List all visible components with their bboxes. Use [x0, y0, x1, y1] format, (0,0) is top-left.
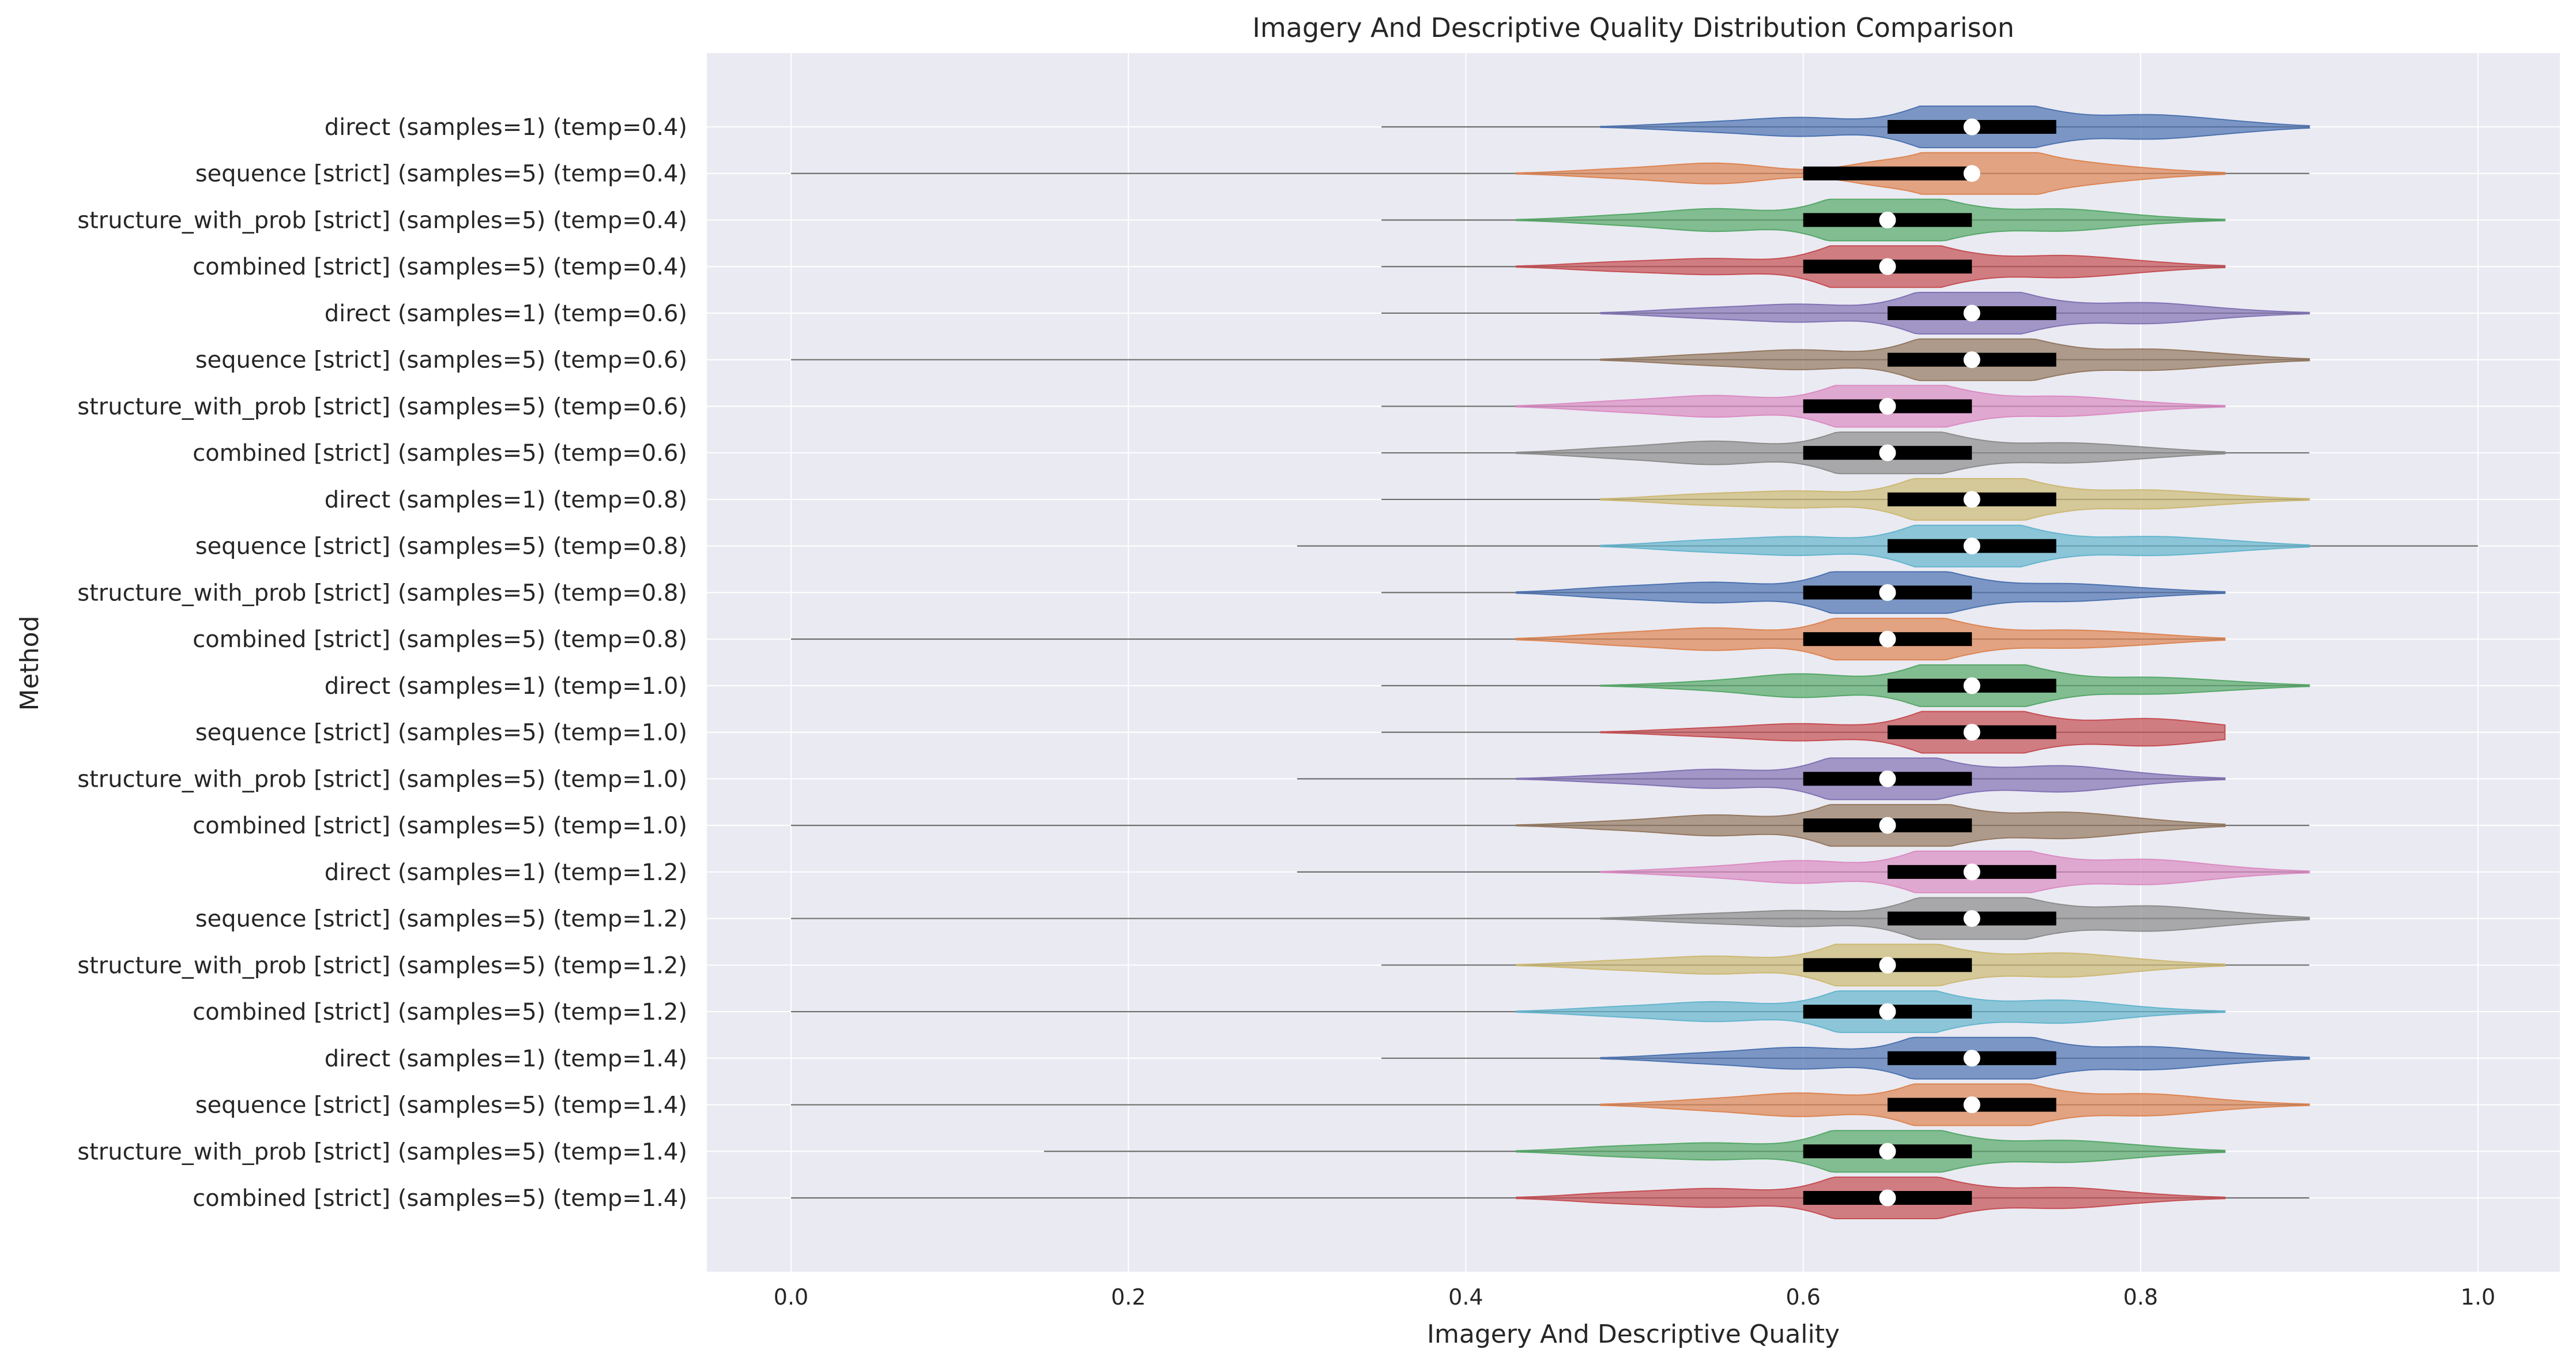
median-marker	[1963, 118, 1980, 136]
y-tick-label: combined [strict] (samples=5) (temp=1.2)	[193, 999, 687, 1025]
y-tick-label: sequence [strict] (samples=5) (temp=0.8)	[195, 533, 687, 560]
y-tick-label: combined [strict] (samples=5) (temp=0.8)	[193, 626, 687, 653]
x-tick-label: 0.4	[1448, 1284, 1483, 1310]
median-marker	[1963, 863, 1980, 881]
median-marker	[1963, 724, 1980, 741]
median-marker	[1879, 1003, 1896, 1020]
median-marker	[1963, 538, 1980, 555]
x-axis-label: Imagery And Descriptive Quality	[1427, 1320, 1840, 1349]
median-marker	[1963, 491, 1980, 508]
y-tick-labels: direct (samples=1) (temp=0.4) sequence [s…	[77, 114, 687, 1212]
y-tick-label: combined [strict] (samples=5) (temp=1.0)	[193, 813, 687, 839]
x-tick-label: 0.2	[1111, 1284, 1146, 1310]
x-tick-label: 1.0	[2461, 1284, 2495, 1310]
median-marker	[1963, 1096, 1980, 1114]
y-tick-label: structure_with_prob [strict] (samples=5)…	[77, 207, 687, 234]
median-marker	[1879, 630, 1896, 648]
x-tick-label: 0.6	[1786, 1284, 1820, 1310]
median-marker	[1879, 444, 1896, 461]
iqr-box	[1803, 166, 1972, 181]
plot-background	[707, 53, 2560, 1272]
y-tick-label: direct (samples=1) (temp=0.4)	[325, 114, 687, 141]
y-tick-label: combined [strict] (samples=5) (temp=1.4)	[193, 1185, 687, 1212]
median-marker	[1879, 770, 1896, 787]
median-marker	[1879, 397, 1896, 415]
median-marker	[1963, 305, 1980, 322]
violins	[791, 106, 2478, 1219]
x-tick-label: 0.0	[774, 1284, 808, 1310]
median-marker	[1879, 258, 1896, 275]
median-marker	[1879, 817, 1896, 834]
median-marker	[1879, 211, 1896, 228]
median-marker	[1879, 584, 1896, 601]
y-tick-label: direct (samples=1) (temp=0.8)	[325, 487, 687, 513]
y-tick-label: direct (samples=1) (temp=0.6)	[325, 300, 687, 327]
median-marker	[1963, 165, 1980, 182]
median-marker	[1879, 1143, 1896, 1160]
median-marker	[1879, 956, 1896, 974]
median-marker	[1963, 677, 1980, 694]
median-marker	[1879, 1189, 1896, 1207]
y-tick-label: structure_with_prob [strict] (samples=5)…	[77, 1138, 687, 1165]
y-tick-label: sequence [strict] (samples=5) (temp=0.4)	[195, 161, 687, 187]
median-marker	[1963, 910, 1980, 927]
x-tick-labels: 0.0 0.2 0.4 0.6 0.8 1.0	[774, 1284, 2495, 1310]
median-marker	[1963, 1050, 1980, 1067]
y-tick-label: combined [strict] (samples=5) (temp=0.6)	[193, 440, 687, 467]
y-tick-label: combined [strict] (samples=5) (temp=0.4)	[193, 254, 687, 280]
y-tick-label: structure_with_prob [strict] (samples=5)…	[77, 952, 687, 979]
y-tick-label: sequence [strict] (samples=5) (temp=0.6)	[195, 347, 687, 374]
y-axis-label: Method	[15, 615, 44, 711]
y-tick-label: structure_with_prob [strict] (samples=5)…	[77, 580, 687, 606]
y-tick-label: structure_with_prob [strict] (samples=5)…	[77, 393, 687, 420]
y-tick-label: sequence [strict] (samples=5) (temp=1.4)	[195, 1092, 687, 1119]
chart-title: Imagery And Descriptive Quality Distribu…	[1252, 12, 2014, 43]
median-marker	[1963, 351, 1980, 369]
y-tick-label: direct (samples=1) (temp=1.4)	[325, 1046, 687, 1072]
y-tick-label: structure_with_prob [strict] (samples=5)…	[77, 766, 687, 792]
y-tick-label: direct (samples=1) (temp=1.2)	[325, 859, 687, 886]
y-tick-label: sequence [strict] (samples=5) (temp=1.0)	[195, 720, 687, 746]
y-tick-label: direct (samples=1) (temp=1.0)	[325, 673, 687, 700]
y-tick-label: sequence [strict] (samples=5) (temp=1.2)	[195, 906, 687, 933]
x-tick-label: 0.8	[2123, 1284, 2158, 1310]
